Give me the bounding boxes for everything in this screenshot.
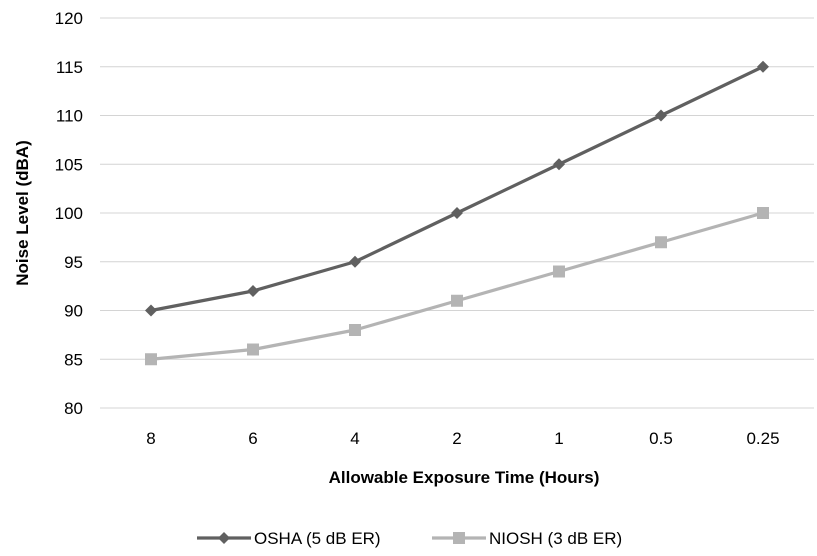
y-tick-label: 90 (64, 302, 83, 321)
data-point-osha (553, 158, 565, 171)
x-tick-label: 0.5 (649, 429, 673, 448)
data-point-niosh (757, 207, 769, 219)
legend-label: NIOSH (3 dB ER) (489, 529, 622, 548)
y-tick-label: 95 (64, 253, 83, 272)
legend: OSHA (5 dB ER) NIOSH (3 dB ER) (197, 529, 622, 548)
x-tick-labels: 8 6 4 2 1 0.5 0.25 (146, 429, 779, 448)
legend-label: OSHA (5 dB ER) (254, 529, 381, 548)
x-tick-label: 1 (554, 429, 563, 448)
y-axis-title: Noise Level (dBA) (13, 140, 32, 285)
legend-swatch-marker (453, 532, 465, 544)
series-line-osha (150, 65, 764, 313)
y-tick-label: 110 (56, 107, 83, 126)
y-tick-labels: 80 85 90 95 100 105 110 115 120 (55, 9, 83, 418)
y-tick-label: 105 (55, 155, 83, 174)
x-tick-label: 6 (248, 429, 257, 448)
data-point-osha (451, 207, 463, 219)
series-group (145, 60, 769, 366)
y-tick-label: 80 (64, 399, 83, 418)
series-line-niosh (150, 211, 764, 361)
data-point-osha (349, 255, 361, 268)
x-tick-label: 0.25 (746, 429, 779, 448)
data-point-osha (145, 304, 157, 317)
y-tick-label: 120 (55, 9, 83, 28)
data-point-niosh (553, 265, 565, 278)
data-point-niosh (349, 324, 361, 336)
x-tick-label: 8 (146, 429, 155, 448)
y-tick-label: 115 (56, 58, 83, 77)
legend-item-niosh: NIOSH (3 dB ER) (432, 529, 622, 548)
data-point-niosh (145, 353, 157, 366)
data-point-osha (757, 60, 769, 73)
x-tick-label: 4 (350, 429, 359, 448)
data-point-niosh (451, 294, 463, 307)
data-point-niosh (247, 343, 259, 356)
y-tick-label: 100 (55, 204, 83, 223)
data-point-osha (655, 109, 667, 122)
data-point-osha (247, 285, 259, 297)
x-tick-label: 2 (452, 429, 461, 448)
y-tick-label: 85 (64, 350, 83, 369)
legend-item-osha: OSHA (5 dB ER) (197, 529, 381, 548)
data-point-niosh (655, 236, 667, 249)
legend-swatch-marker (218, 532, 230, 544)
x-axis-title: Allowable Exposure Time (Hours) (329, 468, 600, 487)
